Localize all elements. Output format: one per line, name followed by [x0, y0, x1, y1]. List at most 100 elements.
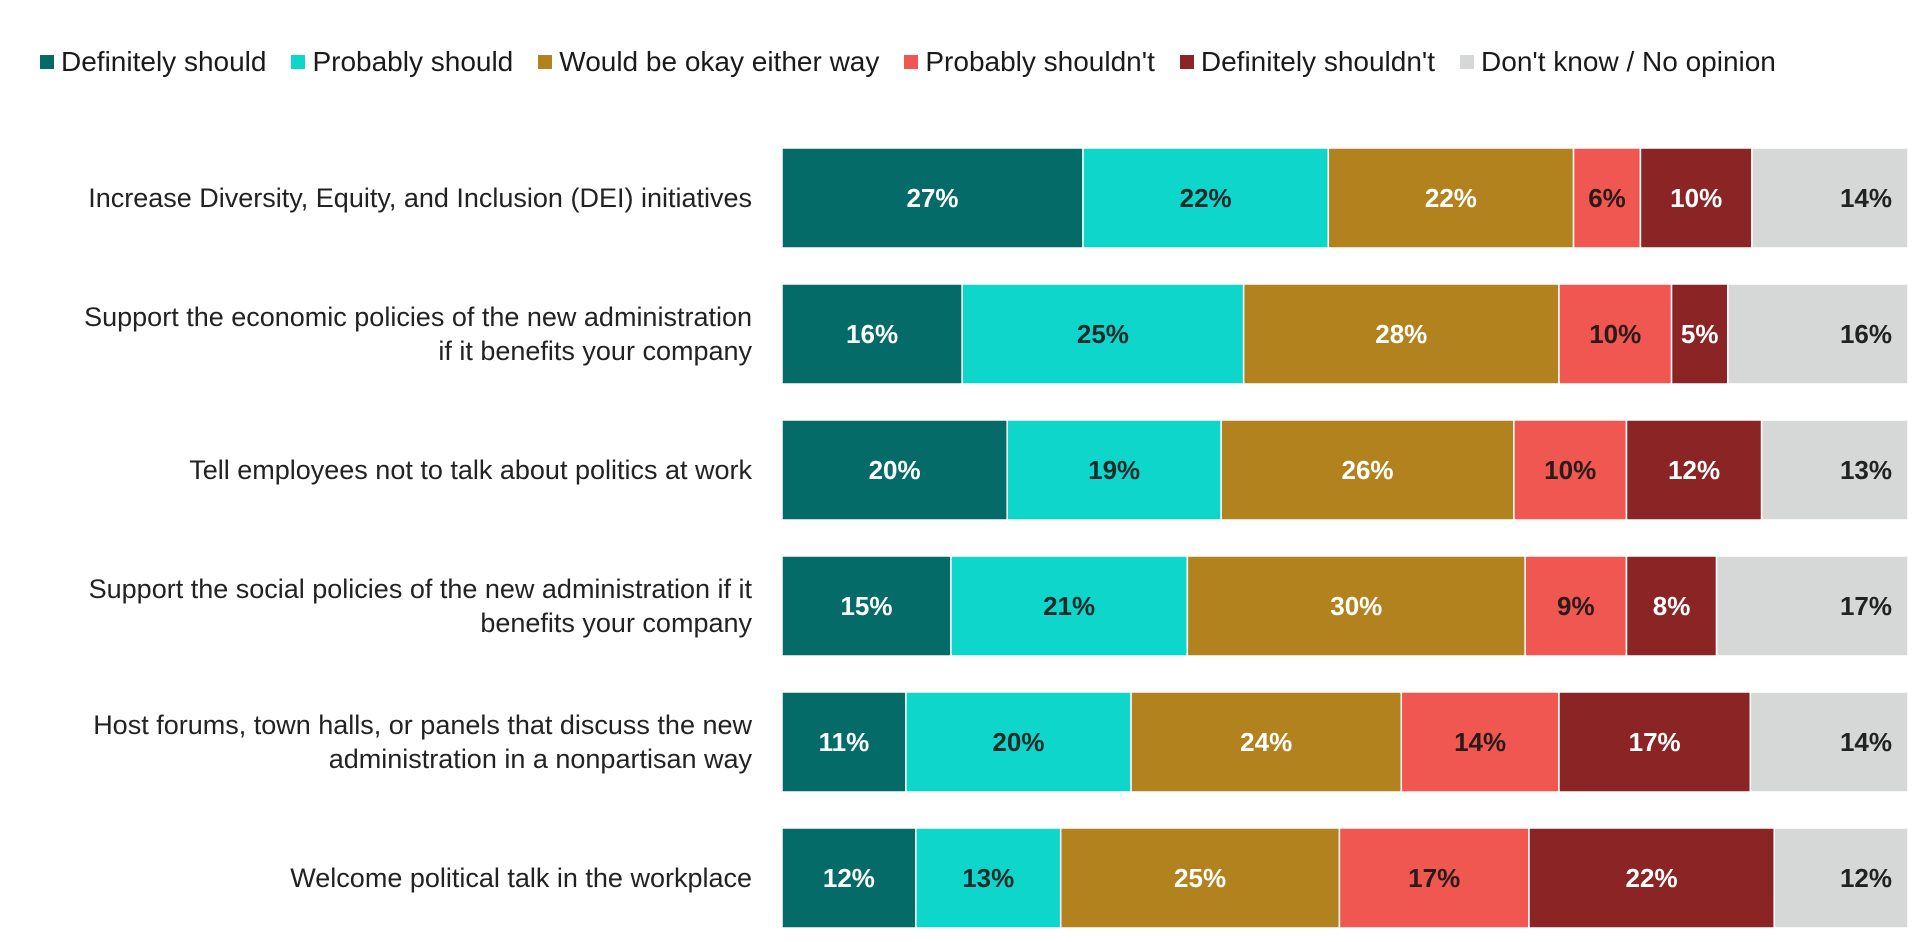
bar-segment: [781, 147, 1084, 249]
bar-segment: [1625, 419, 1763, 521]
bar-segment: [1059, 827, 1341, 929]
data-label: 28%: [1375, 319, 1427, 349]
legend-item: Definitely shouldn't: [1179, 46, 1436, 78]
data-label: 22%: [1180, 183, 1232, 213]
bar-segment: [915, 827, 1062, 929]
data-label: 17%: [1629, 727, 1681, 757]
data-label: 21%: [1043, 591, 1095, 621]
bar-segment: [781, 283, 963, 385]
data-label: 9%: [1557, 591, 1595, 621]
data-label: 16%: [1840, 319, 1892, 349]
bar-segment: [1400, 691, 1560, 793]
row-label-line: administration in a nonpartisan way: [328, 744, 752, 774]
legend-swatch: [40, 55, 54, 69]
bar-segment: [1558, 691, 1752, 793]
legend-item: Probably shouldn't: [904, 46, 1155, 78]
row-label-line: benefits your company: [480, 608, 752, 638]
legend: Definitely should Probably should Would be…: [40, 46, 1801, 78]
legend-swatch: [1460, 55, 1475, 69]
legend-label: Probably should: [312, 46, 514, 77]
data-label: 26%: [1341, 455, 1393, 485]
data-label: 13%: [1840, 455, 1892, 485]
data-label: 11%: [819, 727, 870, 757]
data-label: 6%: [1588, 183, 1626, 213]
data-label: 22%: [1626, 863, 1678, 893]
bar-segment: [961, 283, 1245, 385]
bar-segment: [1773, 827, 1909, 929]
legend-item: Don't know / No opinion: [1460, 46, 1776, 78]
legend-item: Probably should: [291, 46, 513, 78]
row-label: Support the social policies of the new a…: [89, 572, 752, 640]
row-label-line: Tell employees not to talk about politic…: [189, 455, 752, 485]
data-label: 12%: [1668, 455, 1720, 485]
legend-label: Definitely shouldn't: [1200, 46, 1436, 77]
data-label: 14%: [1840, 727, 1892, 757]
row-label: Increase Diversity, Equity, and Inclusio…: [88, 181, 752, 215]
bar-segment: [781, 691, 907, 793]
bar-segment: [1572, 147, 1642, 249]
legend-label: Would be okay either way: [559, 46, 880, 77]
data-label: 5%: [1681, 319, 1719, 349]
data-label: 20%: [992, 727, 1044, 757]
bar-segment: [1513, 419, 1628, 521]
legend-swatch: [538, 55, 553, 69]
row-label-box: Support the social policies of the new a…: [0, 556, 752, 656]
data-label: 13%: [962, 863, 1014, 893]
bar-segment: [1186, 555, 1526, 657]
row-label-box: Welcome political talk in the workplace: [0, 828, 752, 928]
legend-label: Probably shouldn't: [925, 46, 1155, 77]
data-label: 24%: [1240, 727, 1292, 757]
data-label: 17%: [1408, 863, 1460, 893]
row-label: Welcome political talk in the workplace: [290, 861, 752, 895]
legend-swatch: [291, 55, 306, 69]
legend-label: Definitely should: [61, 46, 267, 77]
row-label: Tell employees not to talk about politic…: [189, 453, 752, 487]
data-label: 22%: [1425, 183, 1477, 213]
bar-segment: [1524, 555, 1628, 657]
row-label-line: Welcome political talk in the workplace: [290, 863, 752, 893]
row-label-line: if it benefits your company: [438, 336, 752, 366]
bar-segment: [1625, 555, 1718, 657]
data-label: 10%: [1544, 455, 1596, 485]
bar-segment: [1639, 147, 1753, 249]
row-label-line: Support the economic policies of the new…: [84, 302, 752, 332]
row-label-line: Increase Diversity, Equity, and Inclusio…: [88, 183, 752, 213]
row-label-line: Host forums, town halls, or panels that …: [93, 710, 752, 740]
bar-segment: [1558, 283, 1673, 385]
row-label: Host forums, town halls, or panels that …: [93, 708, 752, 776]
legend-swatch: [904, 55, 919, 69]
data-label: 16%: [846, 319, 898, 349]
bar-segment: [1670, 283, 1729, 385]
legend-label: Don't know / No opinion: [1481, 46, 1776, 77]
bar-segment: [781, 827, 917, 929]
row-label-line: Support the social policies of the new a…: [88, 574, 752, 604]
bar-segment: [1327, 147, 1575, 249]
legend-swatch: [1179, 55, 1194, 69]
data-label: 12%: [1840, 863, 1892, 893]
bar-segment: [1130, 691, 1403, 793]
data-label: 19%: [1088, 455, 1140, 485]
data-label: 8%: [1653, 591, 1691, 621]
data-label: 20%: [869, 455, 921, 485]
data-label: 30%: [1330, 591, 1382, 621]
bar-segment: [1715, 555, 1909, 657]
row-label-box: Tell employees not to talk about politic…: [0, 420, 752, 520]
data-label: 12%: [823, 863, 875, 893]
bar-segment: [1727, 283, 1909, 385]
data-label: 10%: [1670, 183, 1722, 213]
data-label: 25%: [1077, 319, 1129, 349]
row-label-box: Support the economic policies of the new…: [0, 284, 752, 384]
bar-segment: [1760, 419, 1909, 521]
legend-item: Definitely should: [40, 46, 266, 78]
bar-segment: [1220, 419, 1515, 521]
legend-item: Would be okay either way: [538, 46, 879, 78]
bar-segment: [1749, 691, 1909, 793]
data-label: 15%: [840, 591, 892, 621]
row-label-box: Host forums, town halls, or panels that …: [0, 692, 752, 792]
bar-segment: [781, 555, 952, 657]
data-label: 25%: [1174, 863, 1226, 893]
data-label: 27%: [906, 183, 958, 213]
data-label: 14%: [1454, 727, 1506, 757]
data-label: 14%: [1840, 183, 1892, 213]
